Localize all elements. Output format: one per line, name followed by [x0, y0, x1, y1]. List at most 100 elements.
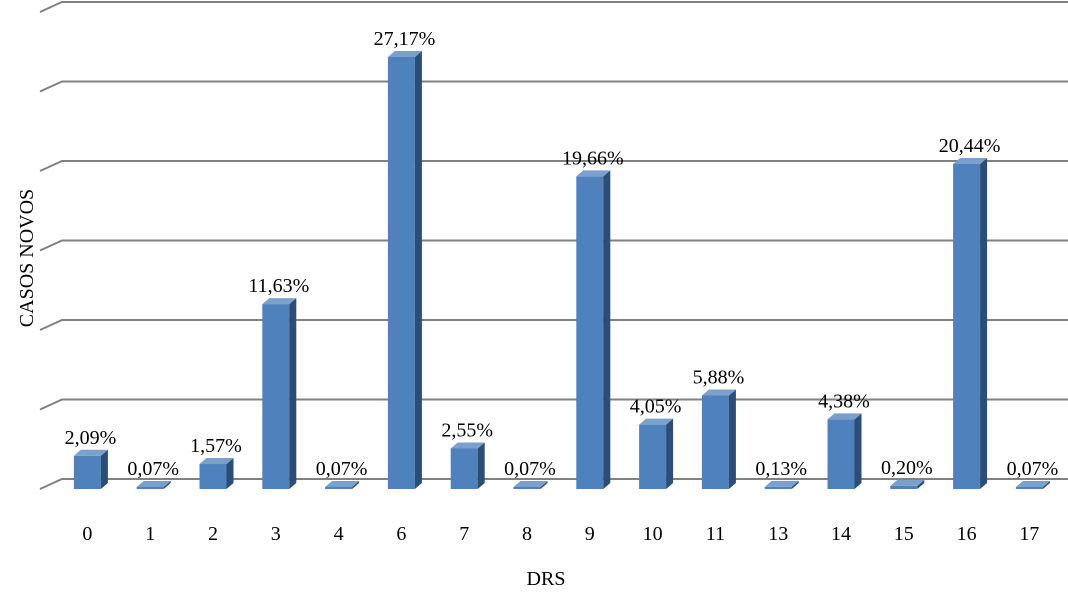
- bar-top: [576, 170, 611, 177]
- bar-front: [262, 304, 290, 489]
- bar-top: [450, 442, 485, 449]
- bar-top: [73, 449, 108, 456]
- data-label: 0,07%: [504, 458, 556, 480]
- bar-side: [1042, 481, 1050, 489]
- y-axis-title: CASOS NOVOS: [16, 189, 38, 327]
- bar: [513, 481, 548, 489]
- gridline: [39, 239, 1068, 252]
- bar-side: [666, 418, 674, 489]
- x-tick-label: 4: [334, 523, 344, 545]
- bar: [890, 479, 925, 489]
- x-tick-label: 14: [831, 523, 851, 545]
- bar-top: [136, 481, 171, 487]
- data-label: 5,88%: [693, 367, 745, 389]
- bar: [701, 389, 736, 489]
- data-label: 11,63%: [248, 275, 309, 297]
- bar: [1015, 481, 1050, 489]
- bar: [136, 481, 171, 489]
- bar-top: [325, 481, 360, 487]
- bar-front: [701, 395, 729, 489]
- bar: [262, 298, 297, 489]
- data-label: 1,57%: [190, 435, 242, 457]
- bar-front: [764, 486, 792, 489]
- x-tick-label: 2: [208, 523, 218, 545]
- bar-side: [226, 458, 234, 489]
- bar: [827, 413, 862, 489]
- data-label: 0,07%: [1007, 458, 1059, 480]
- x-tick-label: 15: [894, 523, 914, 545]
- gridline: [39, 398, 1068, 411]
- data-label: 4,05%: [630, 396, 682, 418]
- x-tick-label: 17: [1019, 523, 1039, 545]
- x-tick-label: 7: [459, 523, 469, 545]
- bar-side: [791, 480, 799, 489]
- data-label: 27,17%: [374, 28, 436, 50]
- bar-side: [603, 170, 611, 489]
- bar: [576, 170, 611, 489]
- bar-front: [639, 424, 667, 489]
- bar: [387, 50, 422, 489]
- bar-front: [1015, 487, 1043, 489]
- bar-side: [414, 50, 422, 489]
- bar-front: [325, 487, 353, 489]
- gridline: [39, 1, 1068, 13]
- bar-side: [854, 413, 862, 489]
- bar-front: [450, 448, 478, 489]
- bar-side: [917, 479, 925, 489]
- bar-top: [513, 481, 548, 487]
- bar-side: [728, 389, 736, 489]
- bar: [325, 481, 360, 489]
- bar-front: [513, 487, 541, 489]
- x-tick-labels: 0 1 2 3 4 6 7 8 9 10 11 13 14 15 16 17: [82, 523, 1039, 545]
- bar-top: [764, 480, 799, 487]
- data-label: 0,20%: [881, 457, 933, 479]
- bar-top: [701, 389, 736, 396]
- x-tick-label: 3: [271, 523, 281, 545]
- bar-top: [262, 298, 297, 305]
- data-labels: 2,09% 0,07% 1,57% 11,63% 0,07% 27,17% 2,55% 0,0…: [65, 28, 1059, 480]
- data-label: 20,44%: [939, 135, 1001, 157]
- x-tick-label: 11: [706, 523, 725, 545]
- bar-side: [163, 481, 171, 489]
- x-tick-label: 0: [82, 523, 92, 545]
- bar-top: [199, 458, 234, 465]
- bar: [953, 158, 988, 489]
- gridlines: [39, 1, 1068, 490]
- bar: [764, 480, 799, 489]
- data-label: 19,66%: [562, 147, 624, 169]
- bar-front: [890, 485, 918, 489]
- data-label: 0,13%: [755, 458, 807, 480]
- bar-front: [953, 164, 981, 489]
- bar-side: [289, 298, 297, 489]
- bar-front: [576, 176, 604, 489]
- bar: [450, 442, 485, 489]
- data-label: 2,55%: [441, 419, 493, 441]
- data-label: 4,38%: [818, 390, 870, 412]
- bar-side: [352, 481, 360, 489]
- bar: [73, 449, 108, 489]
- x-tick-label: 10: [643, 523, 663, 545]
- bar: [199, 458, 234, 489]
- gridline: [39, 160, 1068, 172]
- bar-side: [100, 449, 108, 489]
- bar-front: [73, 455, 101, 489]
- x-tick-label: 1: [145, 523, 155, 545]
- x-axis-title: DRS: [527, 568, 566, 590]
- bar-front: [387, 56, 415, 489]
- bar-front: [136, 487, 164, 489]
- x-tick-label: 13: [768, 523, 788, 545]
- x-tick-label: 16: [957, 523, 977, 545]
- data-label: 0,07%: [316, 458, 368, 480]
- bar-top: [953, 158, 988, 165]
- x-tick-label: 8: [522, 523, 532, 545]
- bar-side: [980, 158, 988, 489]
- data-label: 0,07%: [127, 458, 179, 480]
- bar: [639, 418, 674, 489]
- bar-top: [387, 50, 422, 57]
- data-label: 2,09%: [65, 427, 117, 449]
- bars: [73, 50, 1050, 489]
- bar-front: [199, 464, 227, 489]
- x-tick-label: 6: [396, 523, 406, 545]
- bar-top: [639, 418, 674, 425]
